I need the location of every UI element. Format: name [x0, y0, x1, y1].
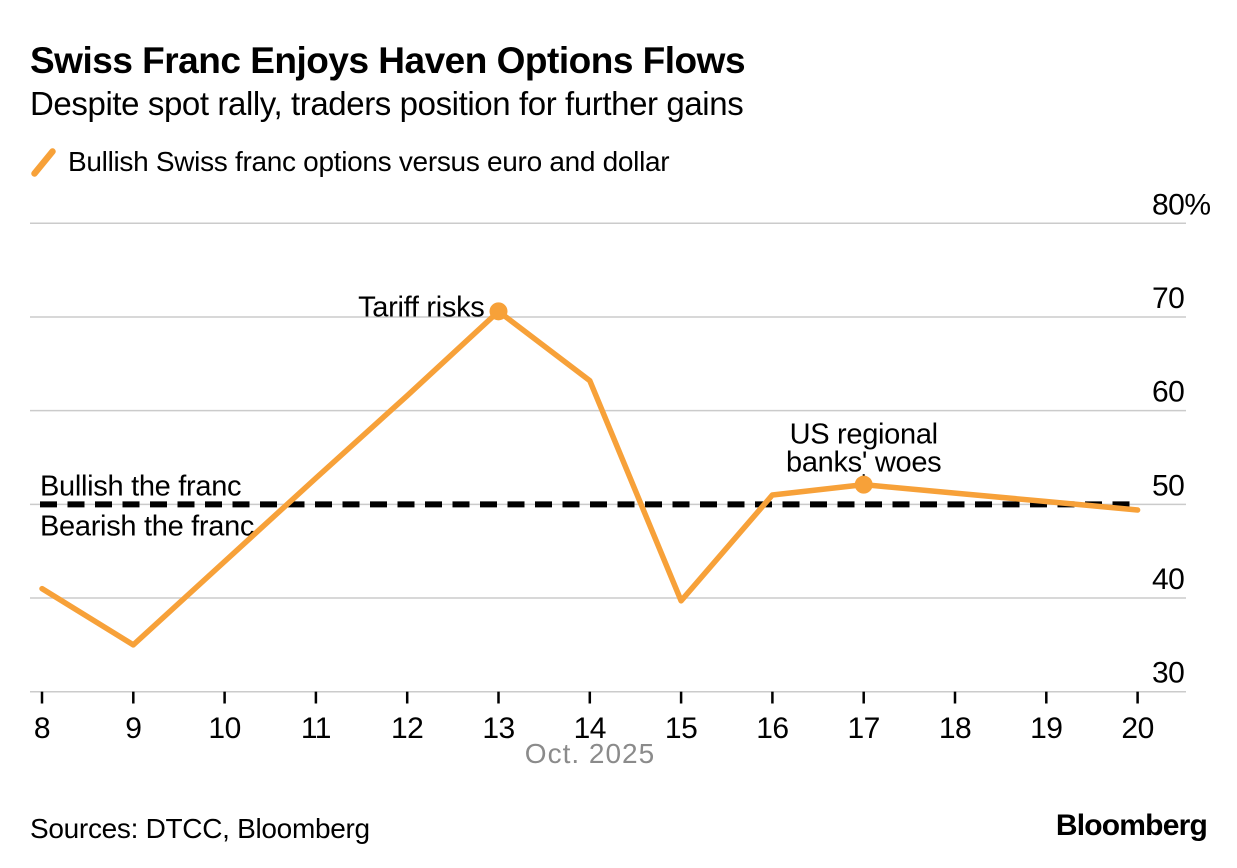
y-tick-label: 80%: [1152, 188, 1211, 221]
legend: Bullish Swiss franc options versus euro …: [30, 146, 670, 178]
x-tick-label: 10: [208, 712, 240, 745]
data-point-marker: [854, 475, 873, 494]
series-line: [39, 308, 1141, 648]
x-tick-label: 19: [1030, 712, 1062, 745]
chart-title: Swiss Franc Enjoys Haven Options Flows: [30, 40, 746, 81]
y-tick-label: 70: [1152, 282, 1184, 315]
x-tick-label: 8: [34, 712, 50, 745]
x-tick-label: 20: [1121, 712, 1153, 745]
x-tick-label: 15: [665, 712, 697, 745]
threshold-label-below: Bearish the franc: [40, 510, 254, 542]
chart-subtitle: Despite spot rally, traders position for…: [30, 85, 744, 122]
annotation-label: Tariff risks: [358, 291, 484, 323]
legend-slash-line: [31, 147, 56, 177]
x-axis-month-label: Oct. 2025: [525, 738, 655, 769]
x-tick-label: 9: [125, 712, 141, 745]
x-tick-label: 16: [756, 712, 788, 745]
legend-label: Bullish Swiss franc options versus euro …: [68, 146, 670, 177]
x-tick-label: 17: [848, 712, 880, 745]
sources-note: Sources: DTCC, Bloomberg: [30, 813, 370, 844]
x-tick-label: 11: [301, 712, 331, 745]
y-tick-label: 60: [1152, 376, 1184, 409]
x-tick-label: 18: [939, 712, 971, 745]
annotation-label: US regional: [790, 419, 938, 451]
annotation-label: banks' woes: [786, 447, 941, 479]
x-tick-label: 13: [482, 712, 514, 745]
data-point-marker: [489, 302, 508, 321]
legend-slash-icon: [31, 147, 56, 177]
bloomberg-logo: Bloomberg: [1055, 809, 1208, 842]
threshold-label-above: Bullish the franc: [40, 470, 241, 502]
x-tick-label: 12: [391, 712, 423, 745]
x-tick-label: 14: [574, 712, 606, 745]
y-tick-label: 30: [1152, 657, 1184, 690]
y-tick-label: 50: [1152, 469, 1184, 502]
y-tick-label: 40: [1152, 563, 1184, 596]
